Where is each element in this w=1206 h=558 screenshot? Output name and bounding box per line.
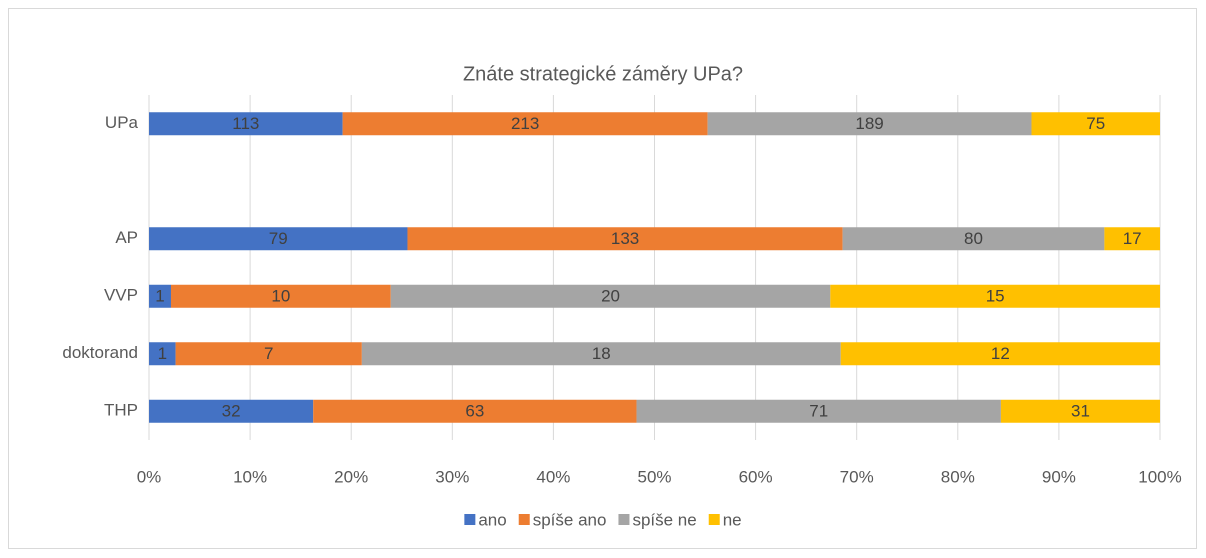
legend-swatch [708,514,720,525]
bar [840,342,1160,366]
legend-label: ne [723,510,742,529]
bar [149,399,314,423]
y-tick-label: AP [115,228,138,247]
bar [313,399,637,423]
x-tick-label: 10% [233,467,267,486]
bar [149,284,171,308]
bar [149,342,176,366]
data-label: 31 [1071,402,1090,421]
data-label: 75 [1086,114,1105,133]
chart-border [8,8,1197,549]
data-label: 79 [269,229,288,248]
data-label: 213 [511,114,539,133]
x-tick-label: 100% [1138,467,1181,486]
data-label: 18 [592,344,611,363]
y-tick-label: VVP [104,286,138,305]
data-label: 113 [232,114,259,133]
y-tick-label: UPa [105,113,139,132]
x-tick-label: 20% [334,467,368,486]
x-tick-label: 90% [1042,467,1076,486]
bar [342,112,708,136]
legend-swatch [518,514,530,525]
bar [1104,227,1160,251]
data-label: 17 [1123,229,1142,248]
data-label: 63 [465,402,484,421]
data-label: 7 [264,344,273,363]
chart-title: Znáte strategické záměry UPa? [463,63,743,85]
bar [149,112,343,136]
data-label: 12 [991,344,1010,363]
bar [175,342,362,366]
bar [1000,399,1160,423]
bar [149,227,408,251]
x-tick-label: 70% [840,467,874,486]
x-tick-label: 30% [435,467,469,486]
bar [1031,112,1160,136]
x-tick-label: 60% [739,467,773,486]
bar [842,227,1105,251]
data-label: 80 [964,229,983,248]
bar [361,342,841,366]
x-tick-label: 40% [536,467,570,486]
legend-label: ano [478,510,506,529]
data-label: 20 [601,287,620,306]
data-label: 10 [271,287,290,306]
legend-label: spíše ne [632,510,696,529]
x-tick-label: 50% [637,467,671,486]
y-tick-label: THP [104,401,138,420]
data-label: 32 [222,402,241,421]
bar [707,112,1032,136]
legend-label: spíše ano [533,510,607,529]
data-label: 1 [155,287,164,306]
bar [636,399,1001,423]
data-label: 71 [809,402,828,421]
data-label: 133 [611,229,639,248]
bar [170,284,391,308]
data-label: 189 [855,114,883,133]
x-tick-label: 80% [941,467,975,486]
bar [390,284,831,308]
data-label: 1 [158,344,167,363]
y-tick-label: doktorand [62,343,138,362]
bar [830,284,1160,308]
legend-swatch [618,514,630,525]
x-tick-label: 0% [137,467,162,486]
bar [407,227,843,251]
legend-swatch [464,514,476,525]
data-label: 15 [986,287,1005,306]
